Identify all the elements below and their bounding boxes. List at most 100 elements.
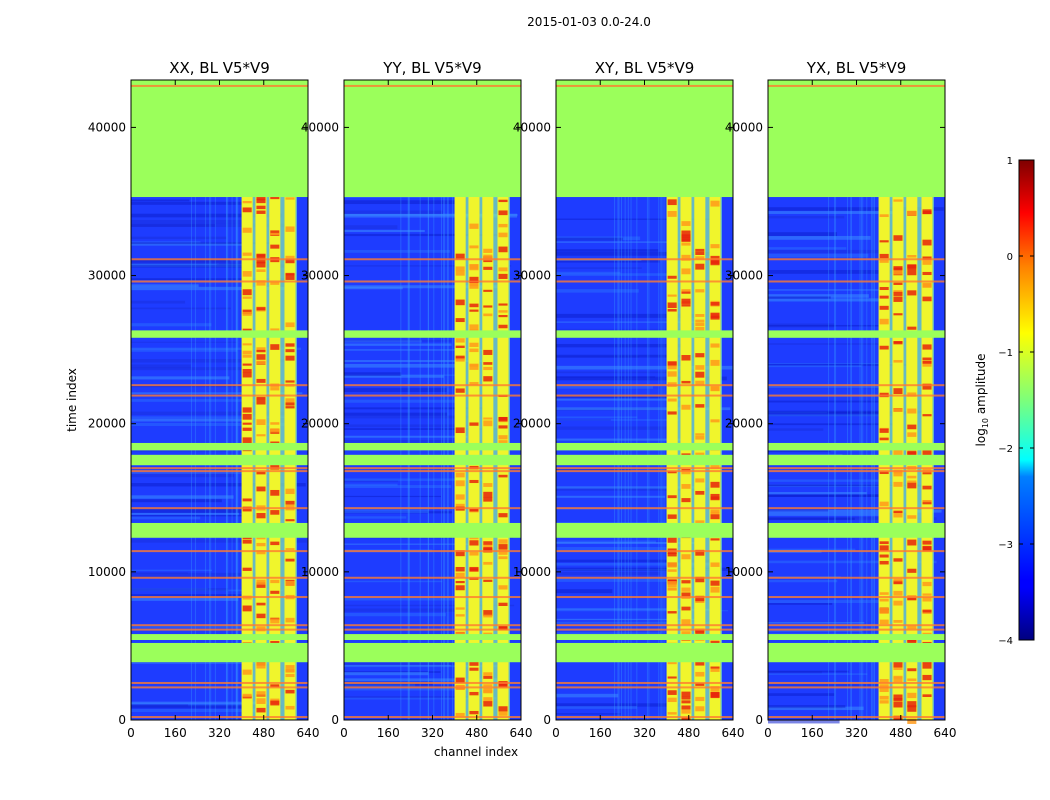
band-hotspot — [907, 210, 917, 216]
flagged-time-range — [556, 522, 733, 538]
y-tick-label: 10000 — [301, 565, 339, 579]
x-tick-label: 160 — [589, 726, 612, 740]
noise-line — [768, 693, 835, 696]
band-hotspot — [922, 360, 932, 364]
highlight-row — [131, 550, 308, 553]
band-hotspot — [498, 303, 508, 306]
band-hotspot — [907, 625, 917, 630]
band-hotspot — [285, 519, 295, 522]
highlight-row — [556, 470, 733, 473]
band-hotspot — [893, 590, 903, 596]
band-hotspot — [667, 411, 677, 415]
band-hotspot — [695, 630, 705, 633]
band-hotspot — [710, 538, 720, 541]
noise-line — [344, 225, 398, 230]
band-hotspot — [483, 491, 493, 498]
band-hotspot — [907, 255, 917, 258]
noise-line — [131, 399, 263, 402]
band-hotspot — [710, 302, 720, 306]
noise-line — [344, 265, 512, 267]
band-hotspot — [907, 668, 917, 672]
band-hotspot — [285, 673, 295, 678]
highlight-row — [344, 628, 521, 631]
band-hotspot — [681, 268, 691, 275]
y-tick-label: 40000 — [301, 120, 339, 134]
band-hotspot — [922, 593, 932, 596]
noise-line — [344, 363, 464, 368]
band-hotspot — [710, 692, 720, 698]
band-hotspot — [469, 667, 479, 671]
noise-line — [131, 260, 283, 265]
rfi-channel-line — [636, 80, 638, 720]
y-tick-label: 0 — [118, 713, 126, 727]
highlight-row — [768, 507, 945, 510]
band-hotspot — [681, 242, 691, 246]
band-hotspot — [256, 349, 266, 353]
band-hotspot — [710, 493, 720, 500]
noise-line — [768, 423, 894, 426]
band-hotspot — [285, 226, 295, 232]
band-hotspot — [270, 232, 280, 236]
noise-line — [556, 371, 682, 374]
noise-line — [556, 559, 716, 563]
band-hotspot — [285, 272, 295, 276]
band-column — [482, 80, 494, 720]
band-hotspot — [907, 704, 917, 708]
noise-line — [344, 664, 452, 667]
noise-line — [768, 235, 871, 240]
band-hotspot — [695, 660, 705, 666]
flagged-time-range — [768, 330, 945, 338]
highlight-row — [344, 624, 521, 627]
band-hotspot — [469, 382, 479, 386]
band-hotspot — [922, 545, 932, 551]
x-tick-label: 320 — [845, 726, 868, 740]
highlight-row — [768, 258, 945, 261]
band-hotspot — [667, 676, 677, 679]
band-hotspot — [498, 273, 508, 279]
band-hotspot — [242, 227, 252, 233]
noise-line — [344, 412, 448, 416]
flagged-time-range — [768, 522, 945, 538]
noise-line — [344, 407, 486, 410]
band-hotspot — [879, 253, 889, 259]
rfi-channel-line — [208, 80, 210, 720]
noise-line — [556, 438, 689, 441]
highlight-row — [344, 596, 521, 599]
flagged-time-range — [556, 442, 733, 451]
rfi-channel-line — [630, 80, 632, 720]
band-hotspot — [667, 471, 677, 474]
band-hotspot — [498, 232, 508, 238]
band-hotspot — [922, 239, 932, 246]
rfi-channel-line — [427, 80, 429, 720]
noise-line — [768, 706, 864, 711]
band-hotspot — [256, 258, 266, 264]
band-hotspot — [681, 619, 691, 625]
noise-line — [344, 399, 455, 403]
x-tick-label: 0 — [340, 726, 348, 740]
band-hotspot — [907, 637, 917, 644]
noise-line — [556, 540, 656, 543]
noise-line — [556, 693, 619, 698]
band-hotspot — [242, 296, 252, 299]
rfi-channel-line — [443, 80, 445, 720]
rfi-channel-line — [408, 80, 410, 720]
panel-title: XY, BL V5*V9 — [595, 59, 695, 77]
highlight-row — [768, 384, 945, 387]
rfi-channel-line — [624, 80, 626, 720]
flagged-time-range — [556, 634, 733, 640]
noise-line — [768, 215, 845, 219]
noise-line — [556, 567, 733, 571]
noise-line — [344, 697, 497, 700]
band-hotspot — [285, 255, 295, 259]
noise-line — [768, 579, 838, 583]
noise-line — [768, 365, 862, 368]
highlight-row — [768, 394, 945, 397]
highlight-row — [344, 84, 521, 87]
band-hotspot — [667, 514, 677, 519]
band-hotspot — [695, 671, 705, 677]
noise-line — [768, 363, 913, 366]
rfi-channel-line — [859, 80, 861, 720]
noise-line — [768, 428, 824, 431]
noise-line — [344, 597, 505, 601]
band-hotspot — [483, 349, 493, 355]
